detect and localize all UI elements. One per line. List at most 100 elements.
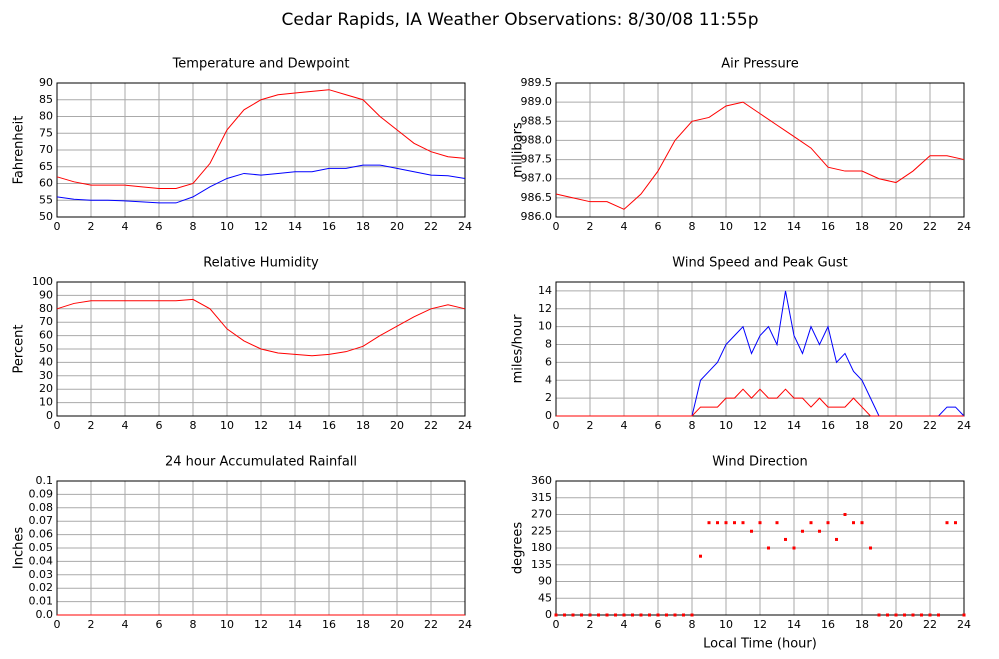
- x-tick-label: 4: [122, 419, 129, 432]
- x-tick-label: 4: [621, 220, 628, 233]
- data-point: [911, 613, 915, 617]
- x-tick-label: 18: [855, 618, 869, 631]
- data-point: [724, 521, 728, 525]
- chart-title: Wind Direction: [712, 455, 808, 470]
- x-tick-label: 10: [220, 618, 234, 631]
- x-tick-label: 2: [587, 618, 594, 631]
- y-tick-label: 987.5: [521, 153, 553, 166]
- data-point: [937, 613, 940, 617]
- x-tick-label: 0: [54, 419, 61, 432]
- y-tick-label: 60: [39, 177, 53, 190]
- x-tick-label: 14: [288, 419, 302, 432]
- data-point: [835, 537, 838, 541]
- x-tick-label: 22: [923, 220, 937, 233]
- x-tick-label: 2: [587, 419, 594, 432]
- data-point: [563, 613, 566, 617]
- data-point: [809, 521, 813, 525]
- data-point: [962, 613, 966, 617]
- data-point: [605, 613, 609, 617]
- x-tick-label: 6: [655, 220, 662, 233]
- y-tick-label: 0: [545, 608, 552, 621]
- data-point: [614, 613, 617, 617]
- x-tick-label: 10: [220, 220, 234, 233]
- data-point: [767, 546, 770, 550]
- y-tick-label: 85: [39, 93, 53, 106]
- data-point: [945, 521, 949, 525]
- x-tick-label: 12: [254, 419, 268, 432]
- data-point: [801, 529, 804, 533]
- x-tick-label: 20: [889, 220, 903, 233]
- x-tick-label: 8: [190, 618, 197, 631]
- y-tick-label: 50: [39, 342, 53, 355]
- data-point: [656, 613, 660, 617]
- data-point: [758, 521, 762, 525]
- x-tick-label: 20: [889, 419, 903, 432]
- y-tick-label: 0: [46, 409, 53, 422]
- x-tick-label: 8: [190, 220, 197, 233]
- data-point: [733, 521, 736, 525]
- x-tick-label: 14: [787, 618, 801, 631]
- y-tick-label: 989.0: [521, 95, 553, 108]
- x-tick-label: 12: [753, 419, 767, 432]
- y-tick-label: 0.02: [29, 581, 54, 594]
- y-tick-label: 225: [531, 524, 552, 537]
- data-point: [588, 613, 592, 617]
- y-tick-label: 65: [39, 160, 53, 173]
- x-tick-label: 14: [288, 618, 302, 631]
- y-tick-label: 12: [538, 302, 552, 315]
- page-title: Cedar Rapids, IA Weather Observations: 8…: [281, 10, 758, 30]
- y-tick-label: 989.5: [521, 76, 553, 89]
- x-tick-label: 20: [889, 618, 903, 631]
- x-tick-label: 8: [190, 419, 197, 432]
- x-tick-label: 24: [957, 220, 971, 233]
- data-point: [894, 613, 898, 617]
- data-point: [699, 554, 702, 558]
- x-tick-label: 14: [787, 220, 801, 233]
- x-tick-label: 2: [88, 419, 95, 432]
- data-point: [707, 521, 711, 525]
- y-tick-label: 0.06: [29, 528, 54, 541]
- data-point: [682, 613, 685, 617]
- x-tick-label: 4: [621, 618, 628, 631]
- data-line: [56, 89, 466, 190]
- x-tick-label: 0: [54, 220, 61, 233]
- y-tick-label: 988.0: [521, 133, 553, 146]
- data-point: [673, 613, 677, 617]
- y-tick-label: 55: [39, 193, 53, 206]
- data-point: [877, 613, 881, 617]
- x-tick-label: 0: [553, 618, 560, 631]
- x-tick-label: 24: [957, 419, 971, 432]
- y-tick-label: 0.1: [36, 474, 54, 487]
- x-tick-label: 22: [424, 220, 438, 233]
- y-tick-label: 135: [531, 558, 552, 571]
- chart-title: Wind Speed and Peak Gust: [672, 256, 847, 271]
- x-axis-label: Local Time (hour): [703, 637, 817, 652]
- x-tick-label: 16: [821, 618, 835, 631]
- y-tick-label: 90: [39, 288, 53, 301]
- y-axis-label: Percent: [12, 325, 27, 374]
- x-tick-label: 0: [54, 618, 61, 631]
- x-tick-label: 8: [689, 618, 696, 631]
- y-tick-label: 45: [538, 591, 552, 604]
- y-tick-label: 10: [538, 320, 552, 333]
- data-point: [784, 537, 787, 541]
- x-tick-label: 20: [390, 618, 404, 631]
- y-axis-label: Fahrenheit: [12, 116, 27, 185]
- data-point: [886, 613, 889, 617]
- data-point: [622, 613, 626, 617]
- x-tick-label: 6: [156, 419, 163, 432]
- data-line: [556, 388, 964, 417]
- y-axis-label: millibars: [511, 122, 526, 178]
- plot-frame: [56, 82, 466, 218]
- x-tick-label: 16: [322, 618, 336, 631]
- data-point: [580, 613, 583, 617]
- x-tick-label: 24: [458, 618, 472, 631]
- y-tick-label: 40: [39, 355, 53, 368]
- y-tick-label: 6: [545, 355, 552, 368]
- x-tick-label: 2: [587, 220, 594, 233]
- x-tick-label: 6: [655, 618, 662, 631]
- x-tick-label: 14: [288, 220, 302, 233]
- plot-frame: [555, 480, 965, 616]
- y-tick-label: 180: [531, 541, 552, 554]
- x-tick-label: 18: [356, 220, 370, 233]
